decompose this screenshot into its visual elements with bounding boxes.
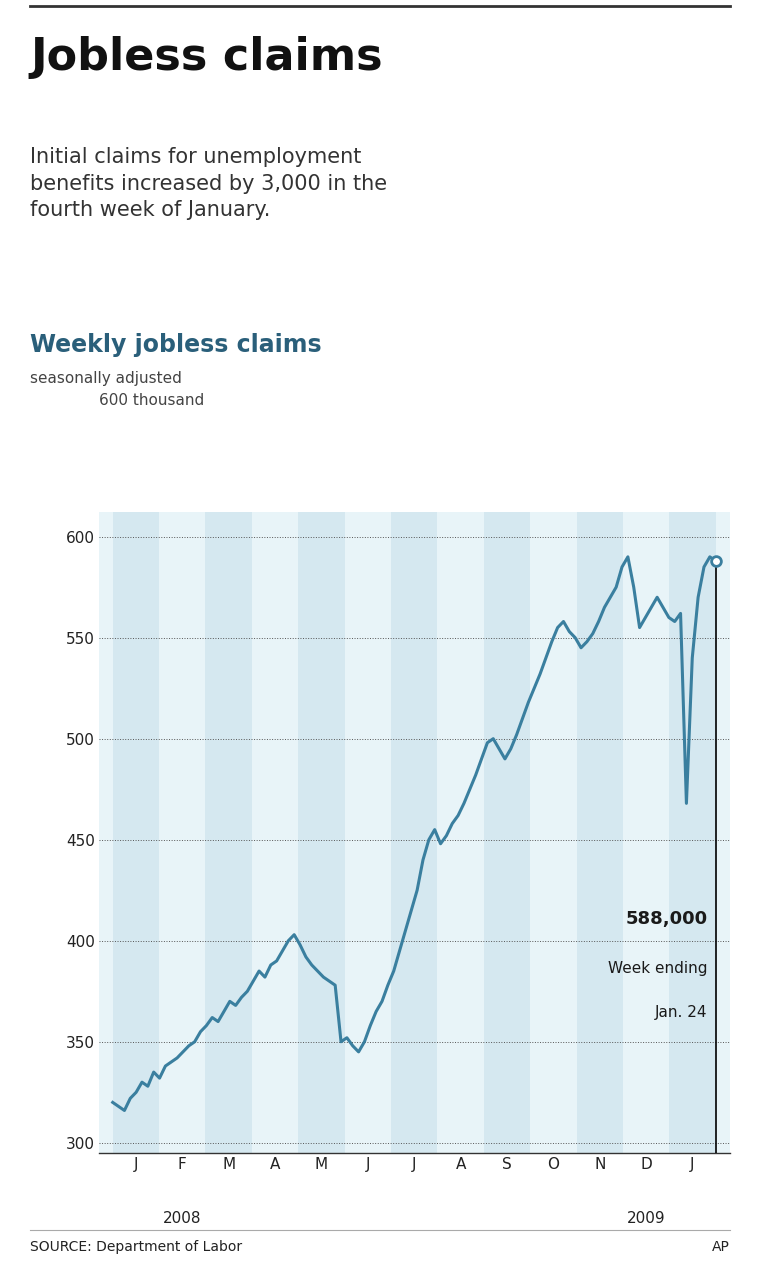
Text: 600 thousand: 600 thousand [99,393,204,409]
Bar [670,512,716,1153]
Text: seasonally adjusted: seasonally adjusted [30,371,182,387]
Bar [577,512,623,1153]
Text: Weekly jobless claims: Weekly jobless claims [30,333,322,357]
Text: 2008: 2008 [163,1211,201,1226]
Bar [205,512,252,1153]
Text: Initial claims for unemployment
benefits increased by 3,000 in the
fourth week o: Initial claims for unemployment benefits… [30,147,388,220]
Bar [112,512,159,1153]
Text: SOURCE: Department of Labor: SOURCE: Department of Labor [30,1240,242,1254]
Bar [484,512,530,1153]
Text: 2009: 2009 [627,1211,666,1226]
Bar [298,512,344,1153]
Bar [391,512,438,1153]
Text: 588,000: 588,000 [625,911,708,929]
Text: Week ending: Week ending [608,961,708,976]
Text: Jan. 24: Jan. 24 [655,1006,708,1021]
Text: Jobless claims: Jobless claims [30,36,383,79]
Text: AP: AP [711,1240,730,1254]
